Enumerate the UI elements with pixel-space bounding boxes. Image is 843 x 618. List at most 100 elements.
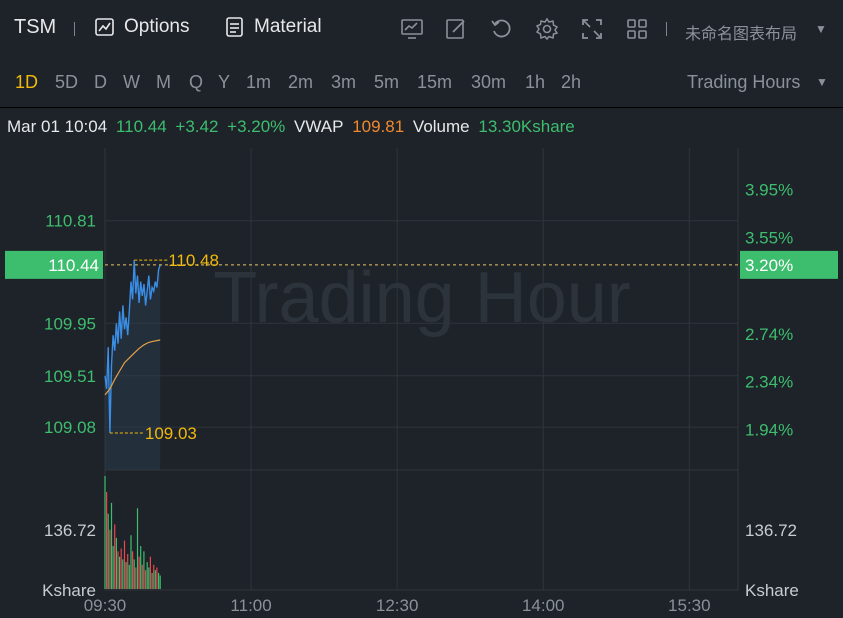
volume-bar [109, 529, 111, 589]
volume-bar [159, 575, 161, 589]
volume-bar [120, 548, 122, 589]
volume-bar [107, 513, 109, 589]
volume-unit-right: Kshare [745, 581, 799, 600]
x-tick-label: 15:30 [668, 596, 711, 615]
interval-3m[interactable]: 3m [331, 72, 357, 92]
interval-w[interactable]: W [123, 72, 140, 92]
price-area-fill [105, 260, 161, 470]
x-tick-label: 14:00 [522, 596, 565, 615]
y-tick-label-right-top: 3.95% [745, 181, 793, 200]
volume-bar [132, 551, 134, 589]
options-label: Options [124, 16, 190, 37]
layout-caret-icon[interactable]: ▼ [815, 22, 827, 36]
interval-q[interactable]: Q [189, 72, 204, 92]
volume-bar [135, 567, 137, 589]
low-marker-label: 109.03 [145, 424, 197, 443]
last-pct-badge [740, 250, 838, 279]
interval-30m[interactable]: 30m [471, 72, 507, 92]
volume-bar [141, 564, 143, 589]
interval-bar: 1D 5D D W M Q Y 1m 2m 3m 5m 15m 30m 1h 2h [0, 66, 843, 102]
volume-bar [122, 559, 124, 589]
interval-1m[interactable]: 1m [246, 72, 272, 92]
volume-bar [146, 562, 148, 589]
interval-y[interactable]: Y [218, 72, 231, 92]
interval-2h[interactable]: 2h [561, 72, 582, 92]
volume-bar [143, 551, 145, 589]
y-tick-label-right: 2.74% [745, 325, 793, 344]
material-label: Material [254, 16, 322, 37]
interval-d[interactable]: D [94, 72, 107, 92]
quote-info-line: Mar 01 10:04 110.44 +3.42 +3.20% VWAP 10… [7, 117, 579, 137]
volume-bar [115, 537, 117, 589]
x-tick-label: 09:30 [84, 596, 127, 615]
info-vwap: 109.81 [352, 117, 405, 136]
y-tick-label-right: 2.34% [745, 373, 793, 392]
last-price-badge [5, 250, 103, 279]
x-tick-label: 12:30 [376, 596, 419, 615]
last-price-badge-text: 110.44 [48, 256, 99, 275]
options-chart-icon [95, 18, 114, 36]
toolbar-separator [74, 22, 75, 36]
volume-bar [148, 567, 150, 589]
volume-bar [140, 546, 142, 589]
interval-1d[interactable]: 1D [15, 72, 39, 92]
material-button[interactable]: Material [224, 16, 322, 38]
y-tick-label-right: 3.55% [745, 228, 793, 247]
last-pct-badge-text: 3.20% [745, 256, 793, 275]
info-volume-label: Volume [412, 117, 470, 136]
volume-bar [125, 562, 127, 589]
trading-hours-dropdown[interactable]: Trading Hours [687, 72, 801, 92]
fullscreen-icon[interactable] [580, 17, 604, 41]
vwap-line [104, 339, 161, 396]
volume-bar [138, 556, 140, 589]
volume-bar [158, 572, 160, 589]
interval-2m[interactable]: 2m [288, 72, 314, 92]
info-price: 110.44 [115, 117, 167, 136]
y-tick-label-left: 109.08 [44, 418, 96, 437]
volume-bar [112, 546, 114, 589]
info-volume: 13.30Kshare [478, 117, 575, 136]
y-tick-label-left: 109.51 [44, 367, 96, 386]
y-tick-label-right: 1.94% [745, 420, 793, 439]
interval-5m[interactable]: 5m [374, 72, 400, 92]
grid-layout-icon[interactable] [625, 17, 649, 41]
options-button[interactable]: Options [94, 16, 189, 38]
layout-name-dropdown[interactable]: 未命名图表布局 [685, 26, 798, 43]
symbol-label[interactable]: TSM [14, 16, 57, 38]
volume-bar [104, 476, 106, 589]
volume-bar [136, 508, 139, 589]
undo-icon[interactable] [489, 17, 513, 41]
info-vwap-label: VWAP [294, 117, 344, 136]
top-toolbar: TSM Options Material [0, 0, 843, 60]
toolbar-separator [666, 22, 667, 36]
volume-bar [149, 556, 151, 589]
high-marker-label: 110.48 [168, 251, 219, 270]
volume-bar [151, 572, 153, 589]
draw-icon[interactable] [444, 17, 468, 41]
info-change: +3.42 [175, 117, 219, 136]
x-tick-label: 11:00 [230, 596, 271, 615]
volume-bar [133, 559, 135, 589]
interval-1h[interactable]: 1h [525, 72, 546, 92]
volume-bar [127, 554, 129, 589]
info-change-pct: +3.20% [227, 117, 286, 136]
chart-template-icon[interactable] [400, 17, 424, 41]
info-datetime: Mar 01 10:04 [7, 117, 108, 136]
volume-unit-left: Kshare [42, 581, 96, 600]
watermark-text: Trading Hour [213, 258, 631, 338]
volume-bar [110, 502, 113, 589]
volume-bar [145, 570, 147, 589]
volume-bar [106, 492, 108, 589]
volume-bar [130, 535, 132, 589]
settings-icon[interactable] [535, 17, 559, 41]
interval-15m[interactable]: 15m [417, 72, 453, 92]
material-document-icon [226, 17, 243, 37]
volume-bar [156, 567, 158, 589]
interval-5d[interactable]: 5D [55, 72, 79, 92]
volume-tick-label-right: 136.72 [745, 521, 797, 540]
volume-bar [128, 564, 130, 589]
interval-m[interactable]: M [156, 72, 171, 92]
volume-bar [123, 540, 126, 589]
trading-hours-caret-icon[interactable]: ▼ [816, 75, 828, 89]
